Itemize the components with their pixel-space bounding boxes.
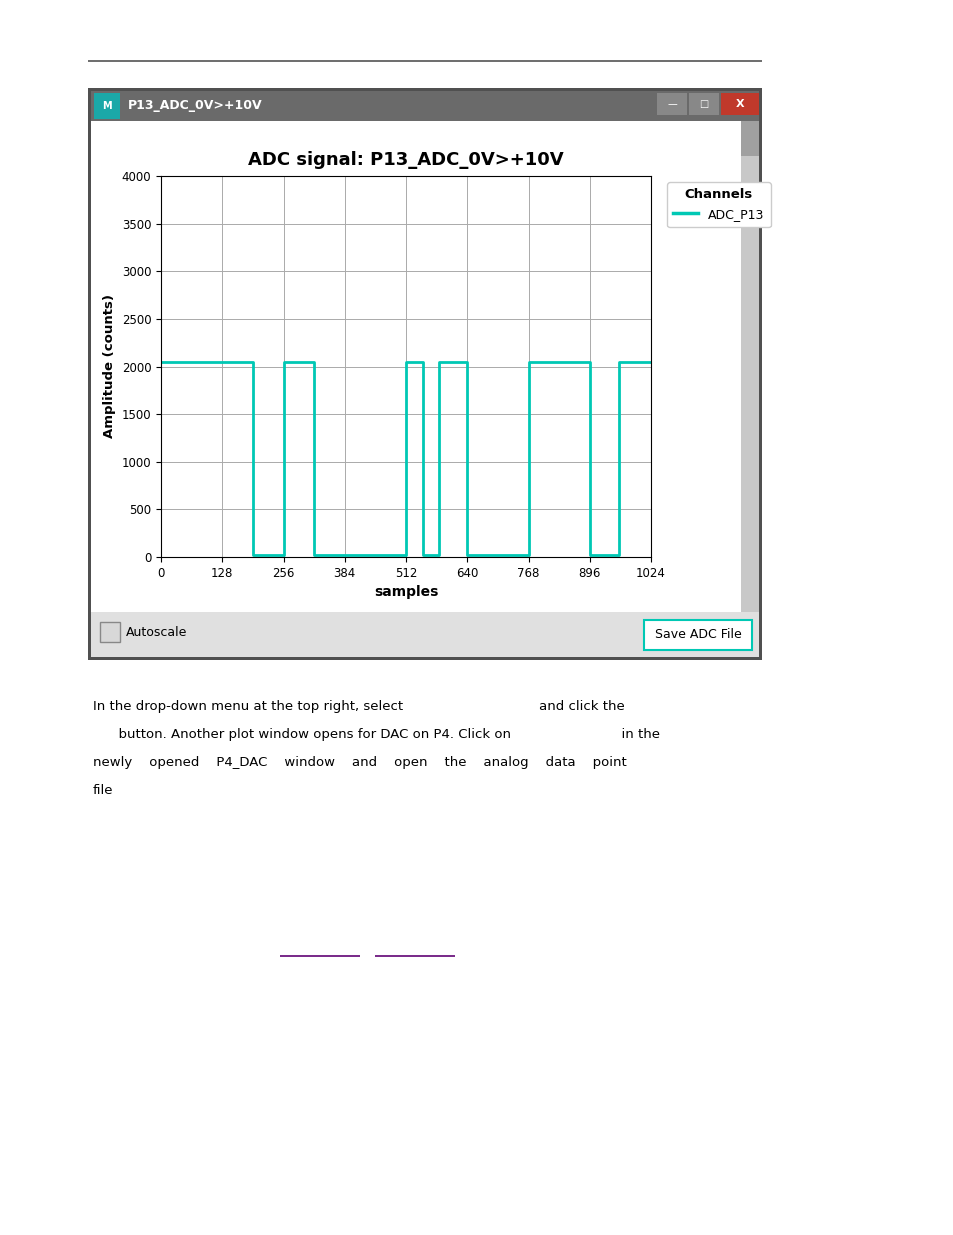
Text: In the drop-down menu at the top right, select                                an: In the drop-down menu at the top right, … <box>92 700 624 713</box>
Bar <box>91 613 759 657</box>
Legend: ADC_P13: ADC_P13 <box>666 183 770 227</box>
Text: file: file <box>92 784 113 797</box>
Bar <box>740 121 759 156</box>
Bar <box>91 91 759 121</box>
Bar <box>88 61 761 62</box>
Text: button. Another plot window opens for DAC on P4. Click on                       : button. Another plot window opens for DA… <box>92 727 659 741</box>
Y-axis label: Amplitude (counts): Amplitude (counts) <box>103 294 116 438</box>
Title: ADC signal: P13_ADC_0V>+10V: ADC signal: P13_ADC_0V>+10V <box>248 151 563 169</box>
Text: M: M <box>102 101 112 111</box>
Text: P13_ADC_0V>+10V: P13_ADC_0V>+10V <box>128 100 262 112</box>
Bar <box>688 93 719 115</box>
Bar <box>740 121 759 613</box>
Bar <box>720 93 759 115</box>
Bar <box>280 955 359 957</box>
Bar <box>94 93 120 119</box>
Bar <box>375 955 455 957</box>
Bar <box>100 622 120 642</box>
Text: □: □ <box>699 99 708 109</box>
Text: —: — <box>666 99 677 109</box>
Text: Autoscale: Autoscale <box>126 625 187 638</box>
Bar <box>88 88 761 659</box>
Bar <box>657 93 686 115</box>
Text: newly    opened    P4_DAC    window    and    open    the    analog    data    p: newly opened P4_DAC window and open the … <box>92 756 626 769</box>
Bar <box>643 620 751 650</box>
Text: X: X <box>735 99 743 109</box>
X-axis label: samples: samples <box>374 585 437 599</box>
Text: Save ADC File: Save ADC File <box>654 629 740 641</box>
Bar <box>91 121 759 613</box>
